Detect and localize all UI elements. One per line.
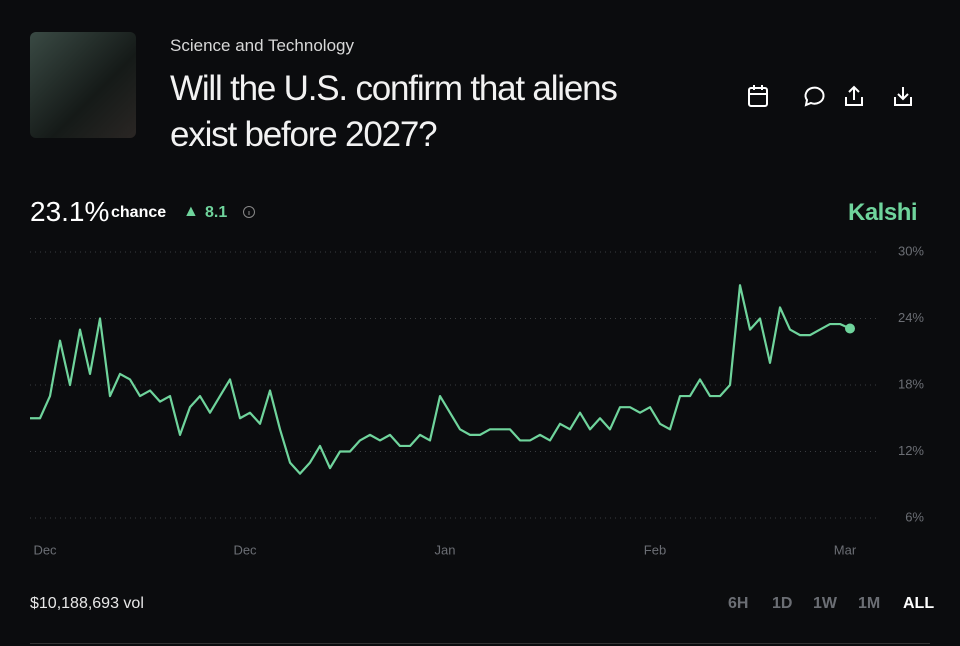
y-tick-label: 18%	[898, 376, 924, 391]
range-button[interactable]: 1W	[813, 595, 837, 612]
chance-value: 23.1%	[30, 196, 110, 227]
y-tick-label: 30%	[898, 243, 924, 258]
delta: 8.1	[205, 204, 228, 221]
range-button[interactable]: ALL	[903, 595, 935, 612]
divider	[30, 643, 930, 644]
chance-label: chance	[111, 204, 167, 221]
x-tick-label: Mar	[834, 542, 857, 557]
x-tick-label: Jan	[435, 542, 456, 557]
comment-icon[interactable]	[804, 86, 825, 107]
range-button[interactable]: 1D	[772, 595, 793, 612]
x-tick-label: Dec	[233, 542, 257, 557]
share-icon[interactable]	[845, 85, 863, 106]
range-button[interactable]: 6H	[728, 595, 749, 612]
x-tick-label: Dec	[33, 542, 57, 557]
market-image	[30, 32, 136, 138]
info-icon[interactable]	[242, 205, 256, 219]
y-tick-label: 6%	[905, 509, 924, 524]
y-tick-label: 24%	[898, 310, 924, 325]
brand: Kalshi	[848, 199, 918, 226]
range-button[interactable]: 1M	[858, 595, 881, 612]
line	[30, 284, 851, 475]
calendar-icon[interactable]	[748, 85, 768, 107]
title: Will the U.S. confirm that aliens exist …	[170, 69, 618, 154]
end-dot	[845, 323, 855, 334]
volume: $10,188,693 vol	[30, 595, 144, 612]
toolbar[interactable]	[745, 84, 920, 110]
y-tick-label: 12%	[898, 443, 924, 458]
download-icon[interactable]	[894, 87, 912, 106]
delta-arrow: ▲	[183, 203, 199, 220]
category: Science and Technology	[170, 36, 354, 55]
x-tick-label: Feb	[644, 542, 666, 557]
